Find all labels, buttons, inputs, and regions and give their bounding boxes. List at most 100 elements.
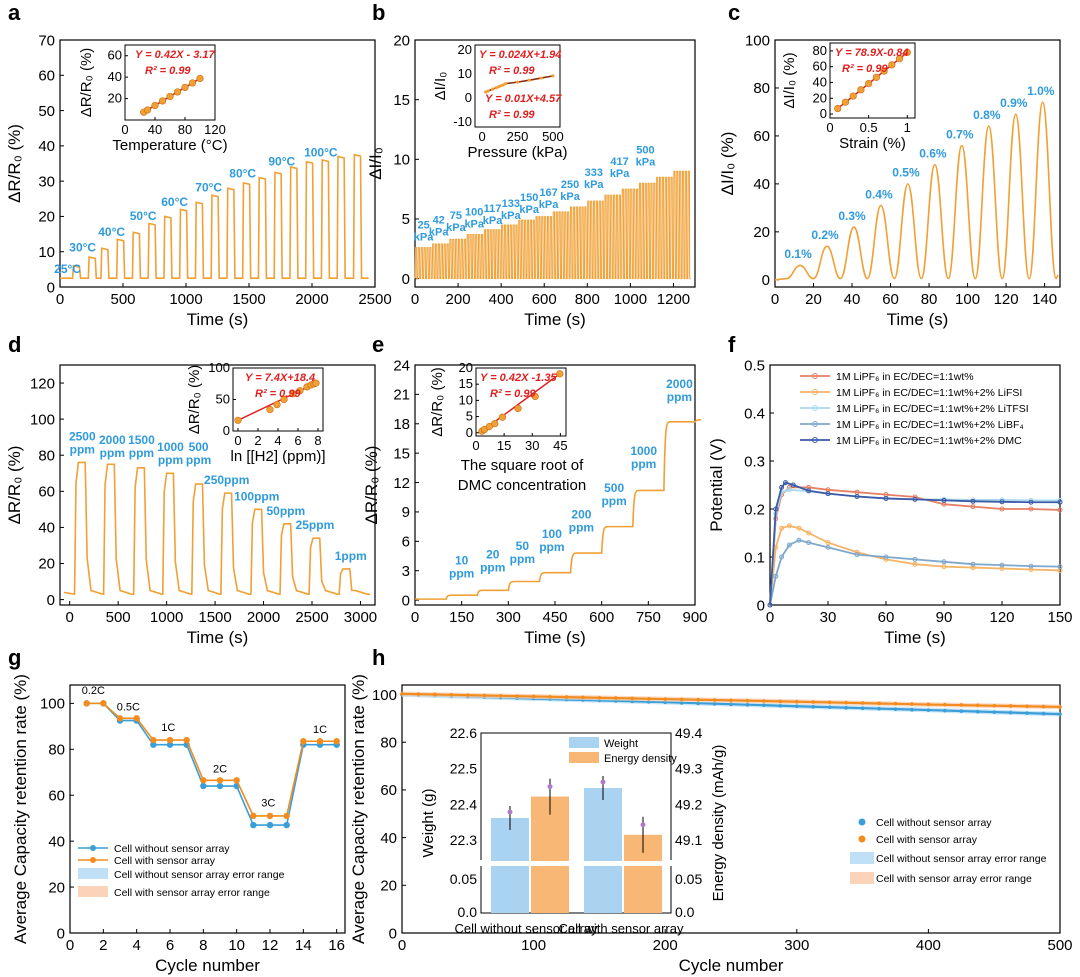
x-tick-label: 500 — [106, 609, 131, 626]
axis-break-gap — [479, 861, 673, 866]
inset-point — [539, 76, 543, 80]
legend-label: Weight — [604, 738, 638, 750]
data-point — [216, 782, 224, 790]
data-point — [433, 692, 437, 697]
x-tick-label: 600 — [589, 609, 614, 626]
data-point — [696, 697, 700, 702]
inset-x-tick-label: 80 — [178, 122, 192, 137]
data-point — [883, 554, 889, 560]
pressure-unit: kPa — [519, 204, 539, 216]
y-tick-label: 0.2 — [744, 501, 765, 518]
y-axis-label: ΔR/R₀ (%) — [362, 446, 381, 525]
x-tick-label: 6 — [166, 937, 174, 954]
fit-equation: Y = 0.024X+1.94 — [479, 49, 561, 61]
pressure-unit: kPa — [501, 210, 521, 222]
data-point — [941, 564, 947, 570]
x-tick-label: 0 — [398, 937, 406, 954]
concentration-unit: ppm — [601, 494, 626, 508]
concentration-label: 250ppm — [204, 473, 249, 487]
data-point — [1028, 499, 1034, 505]
response-curve — [774, 101, 1059, 281]
y-tick-label: 60 — [48, 787, 65, 804]
x-tick-label: 3000 — [344, 609, 377, 626]
y-axis-label: ΔI/I₀ — [366, 147, 385, 180]
inset-y-tick-label: -10 — [453, 114, 472, 129]
y-tick-label: 0 — [47, 592, 55, 609]
data-point — [844, 700, 848, 705]
x-tick-label: 1500 — [232, 291, 265, 308]
data-point — [507, 809, 513, 815]
data-point — [712, 702, 717, 706]
y-tick-label: 18 — [393, 416, 410, 433]
x-tick-label: 2000 — [247, 609, 280, 626]
inset-point — [491, 87, 495, 91]
data-point — [806, 530, 812, 536]
x-tick-label: 60 — [878, 609, 895, 626]
data-point — [854, 552, 860, 558]
potential-curve — [769, 486, 1061, 606]
inset-point — [181, 83, 189, 92]
pressure-unit: kPa — [464, 218, 484, 230]
inset-point — [486, 89, 490, 93]
response-pulse — [535, 216, 553, 280]
data-point — [283, 812, 290, 820]
pressure-unit: kPa — [414, 231, 434, 243]
weight-bar — [584, 788, 622, 913]
inset-x-tick-label: 500 — [542, 129, 564, 144]
data-point — [795, 704, 799, 709]
data-point — [166, 741, 174, 748]
inset-y-label: ΔR/R₀ (%) — [186, 365, 203, 435]
data-point — [630, 696, 635, 701]
concentration-label: 10 — [455, 554, 469, 568]
data-point — [400, 692, 404, 696]
inset-frame — [124, 44, 216, 121]
data-point — [806, 488, 812, 494]
x-tick-label: 400 — [489, 291, 514, 308]
y-tick-label: 120 — [30, 375, 55, 392]
x-tick-label: 150 — [449, 609, 474, 626]
inset-x-tick-label: 0 — [478, 129, 485, 144]
inset-x-tick-label: 0.5 — [860, 120, 878, 135]
x-tick-label: 800 — [575, 291, 600, 308]
concentration-label: 1000 — [157, 440, 184, 454]
x-axis-label: Time (s) — [524, 628, 586, 647]
inset-y2-tick-label: 49.4 — [675, 725, 702, 741]
inset-point — [485, 423, 493, 431]
r-squared: R² = 0.99 — [145, 65, 191, 77]
data-point — [970, 565, 976, 571]
response-pulse — [500, 224, 519, 280]
x-axis-label: Time (s) — [884, 628, 946, 647]
data-point — [1025, 711, 1029, 715]
strain-label: 0.6% — [919, 147, 947, 161]
x-tick-label: 300 — [496, 609, 521, 626]
concentration-label: 1ppm — [335, 549, 367, 563]
legend-marker — [90, 857, 96, 863]
data-point — [696, 701, 700, 706]
concentration-label: 1000 — [630, 444, 657, 458]
pressure-unit: kPa — [429, 227, 449, 239]
legend-label: 1M LiPF₆ in EC/DEC=1:1wt%+2% LiBF₄ — [836, 419, 1024, 431]
data-point — [548, 694, 552, 699]
inset-point — [531, 392, 539, 401]
x-tick-label: 600 — [532, 291, 557, 308]
temperature-label: 70°C — [195, 181, 222, 195]
c-rate-label: 3C — [261, 798, 275, 810]
x-tick-label: 4 — [132, 937, 140, 954]
inset-point — [880, 67, 888, 75]
y-tick-label: 40 — [48, 833, 65, 850]
inset-x-label: ln [[H2] (ppm)] — [230, 448, 325, 465]
inset-y-tick-label: 60 — [108, 48, 122, 63]
x-tick-label: 500 — [110, 291, 135, 308]
temperature-label: 50°C — [130, 209, 157, 223]
pressure-label: 133 — [502, 198, 520, 210]
inset-point — [494, 86, 498, 90]
strain-label: 0.7% — [946, 127, 974, 141]
data-point — [827, 705, 832, 710]
panel-label: b — [372, 0, 385, 25]
plot-frame — [59, 39, 376, 288]
y-tick-label: 60 — [38, 484, 55, 501]
data-point — [133, 715, 140, 722]
y-tick-label: 12 — [393, 475, 410, 492]
inset-point — [834, 104, 842, 113]
data-point — [779, 525, 785, 531]
